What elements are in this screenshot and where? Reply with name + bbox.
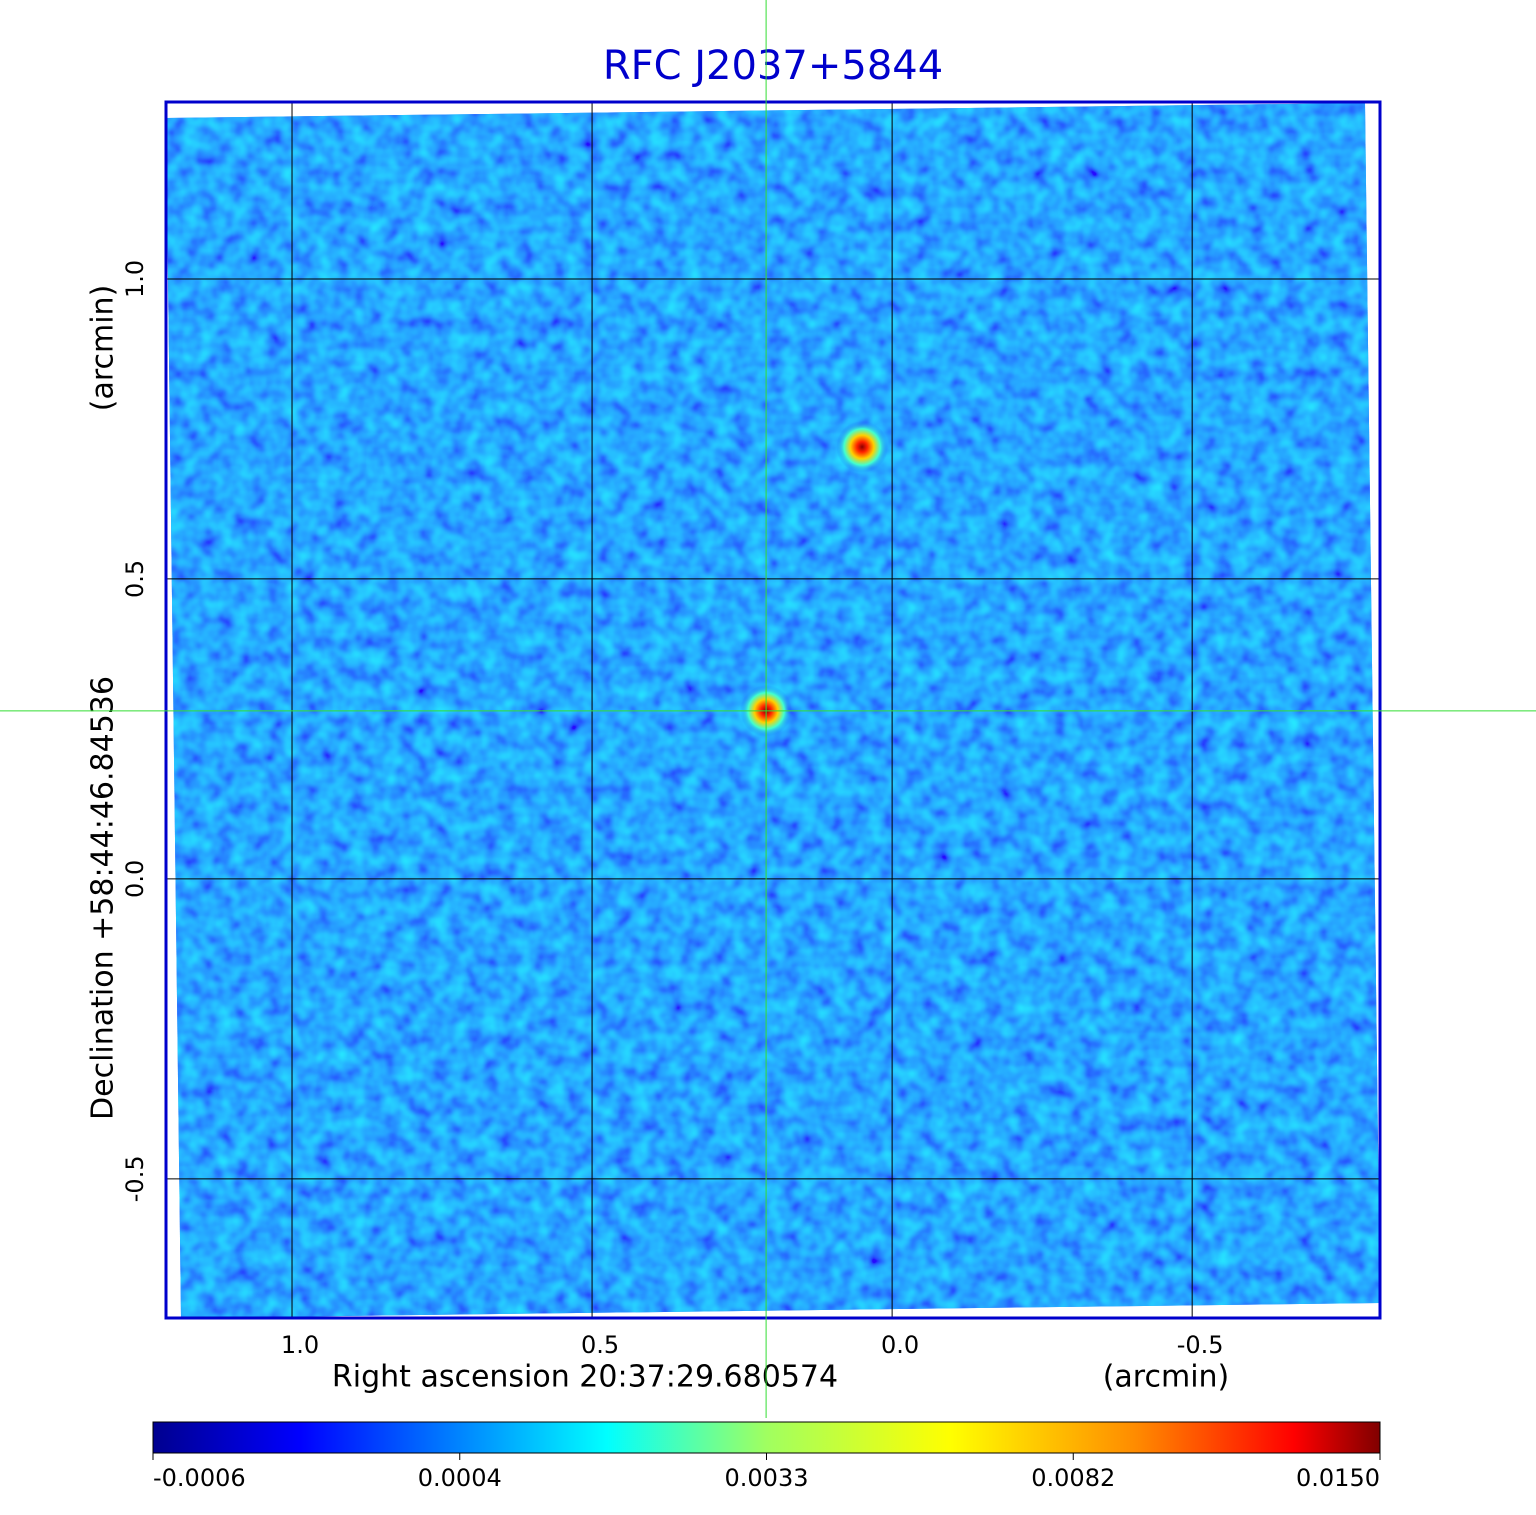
colorbar-tick-label: 0.0150 xyxy=(1296,1464,1380,1492)
x-tick-label: -0.5 xyxy=(1177,1331,1224,1359)
x-tick-label: 1.0 xyxy=(281,1331,319,1359)
y-axis-label: Declination +58:44:46.84536 xyxy=(86,676,121,1120)
y-tick-label: 0.0 xyxy=(121,860,149,898)
y-tick-label: 0.5 xyxy=(121,560,149,598)
x-tick-label: 0.5 xyxy=(581,1331,619,1359)
y-tick-label: -0.5 xyxy=(121,1155,149,1202)
colorbar-tick-label: 0.0033 xyxy=(725,1464,809,1492)
x-axis-label: Right ascension 20:37:29.680574 xyxy=(332,1360,838,1395)
marks xyxy=(166,102,1380,1318)
colorbar-tick-label: 0.0004 xyxy=(418,1464,502,1492)
x-tick-label: 0.0 xyxy=(881,1331,919,1359)
colorbar-tick-label: 0.0082 xyxy=(1031,1464,1115,1492)
x-axis-unit: (arcmin) xyxy=(1103,1360,1230,1395)
y-tick-label: 1.0 xyxy=(121,260,149,298)
frame xyxy=(164,100,1382,1320)
y-axis-unit: (arcmin) xyxy=(86,285,121,412)
colorbar xyxy=(152,1421,1381,1454)
source xyxy=(836,420,889,473)
chart-title: RFC J2037+5844 xyxy=(603,43,943,89)
colorbar-tick-label: -0.0006 xyxy=(153,1464,246,1492)
